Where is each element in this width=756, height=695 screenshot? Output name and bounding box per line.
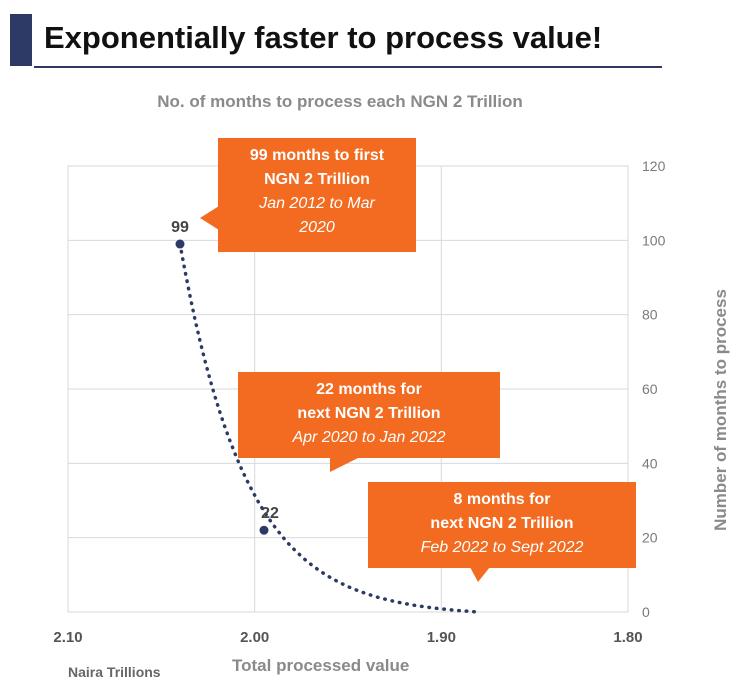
title-underline	[34, 66, 662, 68]
callout-line: Apr 2020 to Jan 2022	[292, 429, 446, 446]
y-tick-label: 80	[642, 307, 658, 323]
y-tick-label: 60	[642, 381, 658, 397]
x-tick-label: 1.90	[427, 629, 456, 646]
data-point-label: 22	[261, 505, 279, 522]
callout-second-2-trillion: 22 months for next NGN 2 Trillion Apr 20…	[238, 372, 500, 458]
callout-first-2-trillion: 99 months to first NGN 2 Trillion Jan 20…	[218, 138, 416, 252]
callout-pointer	[200, 206, 219, 230]
data-point-label: 99	[171, 219, 189, 236]
callout-line: 2020	[299, 219, 335, 236]
title-accent-bar	[10, 14, 32, 66]
trend-dotted-curve	[178, 242, 481, 614]
trend-line	[178, 242, 481, 614]
axis-ticks: 0 20 40 60 80 100 120 2.10 2.00 1.90 1.80	[53, 158, 665, 646]
x-tick-label: 1.80	[613, 629, 642, 646]
callout-pointers	[200, 206, 490, 582]
callout-line: next NGN 2 Trillion	[297, 405, 441, 422]
x-tick-label: 2.10	[53, 629, 82, 646]
data-point	[259, 525, 269, 535]
y-tick-label: 40	[642, 455, 658, 471]
x-tick-label: 2.00	[240, 629, 269, 646]
callout-line: next NGN 2 Trillion	[430, 515, 574, 532]
y-tick-label: 120	[642, 158, 666, 174]
callout-line: 8 months for	[453, 491, 551, 508]
chart-title: No. of months to process each NGN 2 Tril…	[157, 92, 523, 111]
callout-line: Jan 2012 to Mar	[259, 195, 375, 212]
x-axis-label: Total processed value	[232, 656, 410, 675]
callout-pointer	[470, 567, 490, 582]
callout-line: 99 months to first	[249, 147, 385, 164]
y-tick-label: 100	[642, 232, 666, 248]
page-title: Exponentially faster to process value!	[44, 20, 603, 55]
y-tick-label: 20	[642, 530, 658, 546]
callout-pointer	[330, 457, 360, 472]
x-axis-unit-label: Naira Trillions	[68, 664, 161, 680]
y-axis-label: Number of months to process	[711, 289, 730, 531]
callout-line: 22 months for	[316, 381, 422, 398]
callout-third-2-trillion: 8 months for next NGN 2 Trillion Feb 202…	[368, 482, 636, 568]
callout-line: NGN 2 Trillion	[264, 171, 370, 188]
y-tick-label: 0	[642, 604, 650, 620]
callout-line: Feb 2022 to Sept 2022	[420, 539, 584, 556]
data-point	[175, 239, 185, 249]
data-points: 99 22	[171, 219, 279, 535]
